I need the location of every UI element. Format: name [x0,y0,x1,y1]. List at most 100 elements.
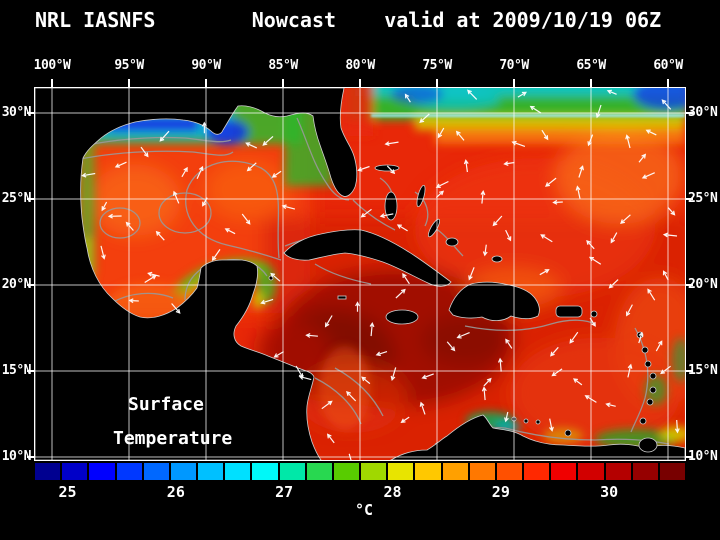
current-vector-arrow [361,376,371,385]
current-vector-arrow [390,367,397,381]
current-vector-arrow [463,159,469,173]
current-vector-arrow [517,91,527,98]
lon-tick-mark [51,79,53,87]
current-vector-arrow [541,129,549,141]
colorbar-segment [35,463,61,480]
current-vector-arrow [674,419,680,434]
colorbar-segment [62,463,88,480]
lon-tick-mark [436,79,438,87]
current-vector-arrow [196,165,204,179]
current-vector-arrow [114,161,127,168]
current-vector-arrow [661,99,672,110]
current-vector-arrow [595,104,602,119]
lat-tick-mark [27,370,34,372]
current-vector-arrow [224,228,236,235]
current-vector-arrow [584,395,597,403]
colorbar-segment [143,463,169,480]
current-vector-arrow [626,304,633,317]
current-vector-arrow [435,190,445,199]
current-vector-arrow [260,298,274,305]
current-vector-arrow [140,146,149,158]
current-vector-arrow [273,351,284,358]
current-vector-arrow [262,135,274,146]
lon-tick-label: 100°W [33,58,71,73]
current-vector-arrow [369,321,375,337]
current-vector-arrow [159,130,170,142]
lat-tick-mark [27,456,34,458]
current-vector-arrow [419,113,430,124]
current-vector-arrow [181,166,188,178]
current-vector-arrow [404,93,411,103]
current-vector-arrow [549,418,554,432]
lat-tick-mark [27,284,34,286]
colorbar-unit-label: °C [354,501,374,519]
land-layer [34,87,686,461]
lat-tick-label: 25°N [688,191,718,206]
current-vector-arrow [492,215,503,227]
colorbar-segment [551,463,577,480]
current-vector-arrow [625,134,631,149]
current-vector-arrow [482,244,488,257]
colorbar-tick: 30 [600,483,619,501]
lon-tick-mark [667,79,669,87]
current-vector-arrow [662,270,669,281]
current-vector-arrow [540,234,553,243]
lat-tick-mark [27,198,34,200]
current-vector-arrow [321,400,333,410]
colorbar-segment [388,463,414,480]
current-vector-arrow [467,89,478,100]
current-vector-arrow [503,161,515,166]
lat-tick-mark [686,284,693,286]
current-vector-arrow [101,201,108,212]
current-vector-arrow [326,433,335,444]
current-vectors [81,89,680,466]
current-vector-arrow [125,221,134,231]
current-vector-arrow [386,165,396,175]
colorbar-segment [361,463,387,480]
current-vector-arrow [587,134,594,147]
lon-tick-mark [128,79,130,87]
land-cuba [283,229,452,287]
current-vector-arrow [245,142,258,149]
current-vector-arrow [246,162,257,172]
colorbar-segment [496,463,523,480]
land-jamaica [385,309,419,325]
colorbar-segment [89,463,115,480]
current-vector-arrow [173,190,180,204]
current-vector-arrow [578,165,584,178]
current-vector-arrow [446,341,456,352]
current-vector-arrow [271,170,282,178]
current-vector-arrow [419,401,426,415]
overlay-label-temperature: Temperature [113,428,232,449]
current-vector-arrow [421,373,434,380]
current-vector-arrow [620,214,631,225]
colorbar-segment [578,463,604,480]
current-vector-arrow [610,232,618,244]
lon-tick-mark [359,79,361,87]
lon-tick-label: 95°W [114,58,144,73]
current-vector-arrow [504,411,509,423]
land-cayman [337,295,347,300]
colorbar-tick: 28 [383,483,402,501]
current-vector-arrow [81,172,96,178]
colorbar-segment [442,463,468,480]
lon-tick-label: 65°W [576,58,606,73]
colorbar-segment [524,463,550,480]
current-vector-arrow [100,245,106,260]
land-north-and-central-america [34,87,358,461]
lat-tick-mark [686,112,693,114]
current-vector-arrow [456,332,470,339]
lon-tick-mark [590,79,592,87]
current-vector-arrow [270,272,281,282]
land-hispaniola [448,281,540,322]
current-vector-arrow [655,340,663,352]
current-vector-arrow [606,89,617,95]
current-vector-arrow [147,271,160,277]
current-vector-arrow [573,378,583,386]
current-vector-arrow [589,317,596,327]
current-vector-arrow [201,121,207,134]
lat-tick-label: 15°N [1,363,32,378]
current-vector-arrow [505,338,513,349]
lon-tick-label: 70°W [499,58,529,73]
